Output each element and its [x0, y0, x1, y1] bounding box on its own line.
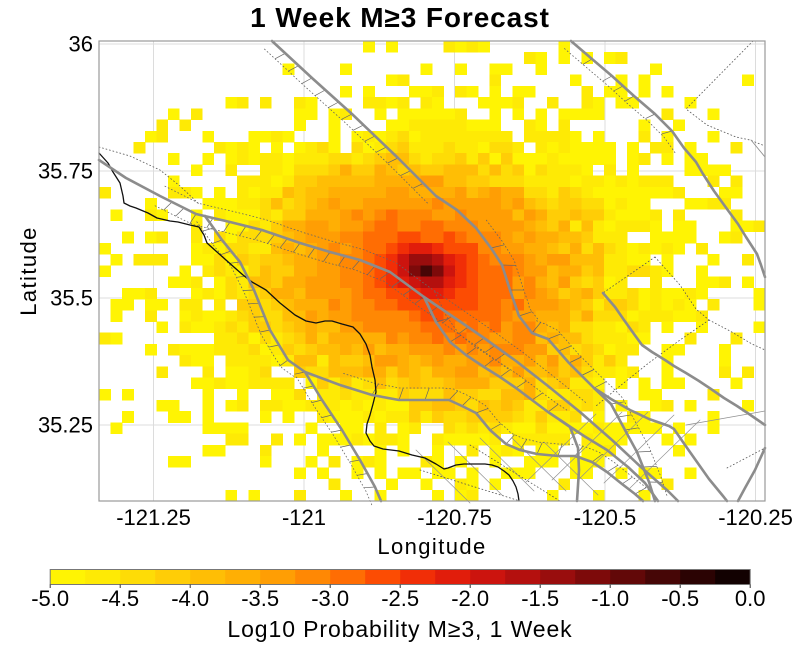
svg-text:35.75: 35.75 — [38, 159, 93, 184]
svg-text:-121.25: -121.25 — [116, 505, 191, 530]
svg-text:-3.5: -3.5 — [241, 586, 279, 611]
svg-text:-120.5: -120.5 — [574, 505, 636, 530]
svg-text:0.0: 0.0 — [735, 586, 766, 611]
svg-text:-1.0: -1.0 — [591, 586, 629, 611]
svg-text:-1.5: -1.5 — [521, 586, 559, 611]
svg-text:35.5: 35.5 — [50, 286, 93, 311]
svg-text:1 Week M≥3 Forecast: 1 Week M≥3 Forecast — [250, 2, 550, 33]
svg-text:-0.5: -0.5 — [661, 586, 699, 611]
svg-text:Log10 Probability M≥3, 1 Week: Log10 Probability M≥3, 1 Week — [227, 616, 572, 642]
svg-text:-4.5: -4.5 — [101, 586, 139, 611]
svg-text:-120.25: -120.25 — [718, 505, 793, 530]
svg-text:35.25: 35.25 — [38, 413, 93, 438]
svg-text:-121: -121 — [282, 505, 326, 530]
svg-text:-120.75: -120.75 — [417, 505, 492, 530]
svg-text:Longitude: Longitude — [377, 534, 486, 559]
svg-text:Latitude: Latitude — [16, 226, 41, 316]
svg-text:-2.0: -2.0 — [451, 586, 489, 611]
svg-text:-5.0: -5.0 — [31, 586, 69, 611]
svg-text:-2.5: -2.5 — [381, 586, 419, 611]
svg-text:36: 36 — [69, 32, 93, 57]
svg-text:-3.0: -3.0 — [311, 586, 349, 611]
svg-text:-4.0: -4.0 — [171, 586, 209, 611]
